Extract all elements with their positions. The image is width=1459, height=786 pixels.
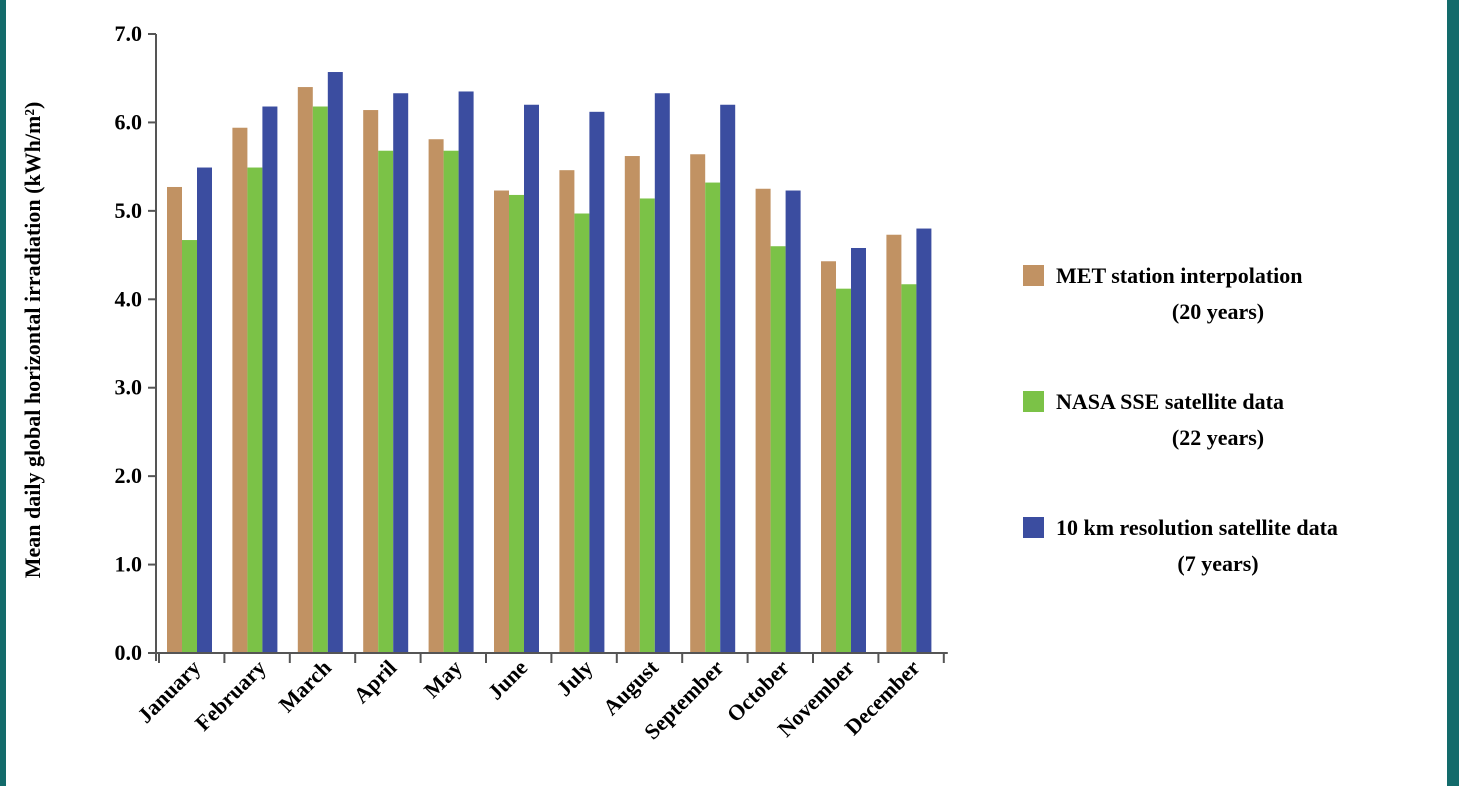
y-tick-label: 0.0: [115, 640, 143, 665]
bar: [886, 234, 902, 654]
x-tick-label: July: [551, 655, 597, 701]
bar: [232, 127, 248, 654]
bar: [458, 91, 474, 653]
bar: [720, 104, 736, 653]
y-tick-label: 2.0: [115, 463, 143, 488]
bar: [509, 194, 524, 653]
bar: [755, 188, 771, 653]
bar: [836, 288, 851, 653]
bar: [327, 72, 343, 653]
bar: [901, 284, 917, 653]
bar: [639, 198, 655, 653]
bars: [167, 72, 932, 654]
legend-label-sub: (20 years): [1172, 299, 1264, 324]
y-tick-label: 3.0: [115, 375, 143, 400]
x-tick-label: May: [419, 655, 467, 703]
x-tick-label: February: [190, 655, 271, 736]
chart-frame: Mean daily global horizontal irradiation…: [6, 0, 1447, 786]
y-axis: 0.0 1.0 2.0 3.0 4.0 5.0 6.0 7.0: [115, 21, 157, 665]
legend-label: NASA SSE satellite data: [1056, 389, 1284, 414]
bar: [654, 93, 670, 654]
y-tick-label: 7.0: [115, 21, 143, 46]
y-tick-label: 5.0: [115, 198, 143, 223]
legend-swatch: [1023, 391, 1044, 412]
bar: [262, 106, 278, 654]
bar: [182, 240, 197, 653]
bar: [197, 167, 212, 653]
bar: [378, 150, 394, 653]
legend-label-sub: (22 years): [1172, 425, 1264, 450]
legend-label-sub: (7 years): [1177, 551, 1258, 576]
y-axis-title: Mean daily global horizontal irradiation…: [20, 102, 45, 579]
bar: [428, 139, 444, 654]
x-tick-label: August: [598, 654, 664, 720]
bar-chart: Mean daily global horizontal irradiation…: [20, 21, 1338, 744]
x-tick-label: June: [483, 655, 533, 705]
bar: [589, 111, 605, 654]
bar: [624, 156, 640, 653]
bar: [821, 261, 836, 653]
y-tick-label: 6.0: [115, 109, 143, 134]
bar: [851, 247, 866, 654]
bar: [443, 150, 459, 653]
bar: [312, 106, 328, 654]
bar: [705, 182, 721, 653]
bar: [247, 167, 263, 653]
legend-label: 10 km resolution satellite data: [1056, 515, 1338, 540]
bar: [494, 190, 509, 654]
bar: [574, 213, 590, 653]
legend: MET station interpolation (20 years) NASA …: [1023, 263, 1338, 576]
bar: [559, 170, 575, 653]
y-tick-label: 1.0: [115, 552, 143, 577]
bar: [524, 104, 539, 653]
legend-swatch: [1023, 265, 1044, 286]
bar: [363, 110, 379, 653]
y-tick-label: 4.0: [115, 286, 143, 311]
x-tick-label: April: [348, 655, 401, 708]
legend-label: MET station interpolation: [1056, 263, 1303, 288]
bar: [393, 93, 409, 654]
bar: [785, 190, 801, 654]
bar: [916, 228, 932, 654]
bar: [770, 246, 786, 653]
legend-swatch: [1023, 517, 1044, 538]
bar: [297, 87, 313, 654]
bar: [167, 186, 182, 653]
x-tick-label: March: [274, 655, 336, 717]
y-axis-title-group: Mean daily global horizontal irradiation…: [20, 102, 45, 579]
bar: [690, 154, 706, 653]
